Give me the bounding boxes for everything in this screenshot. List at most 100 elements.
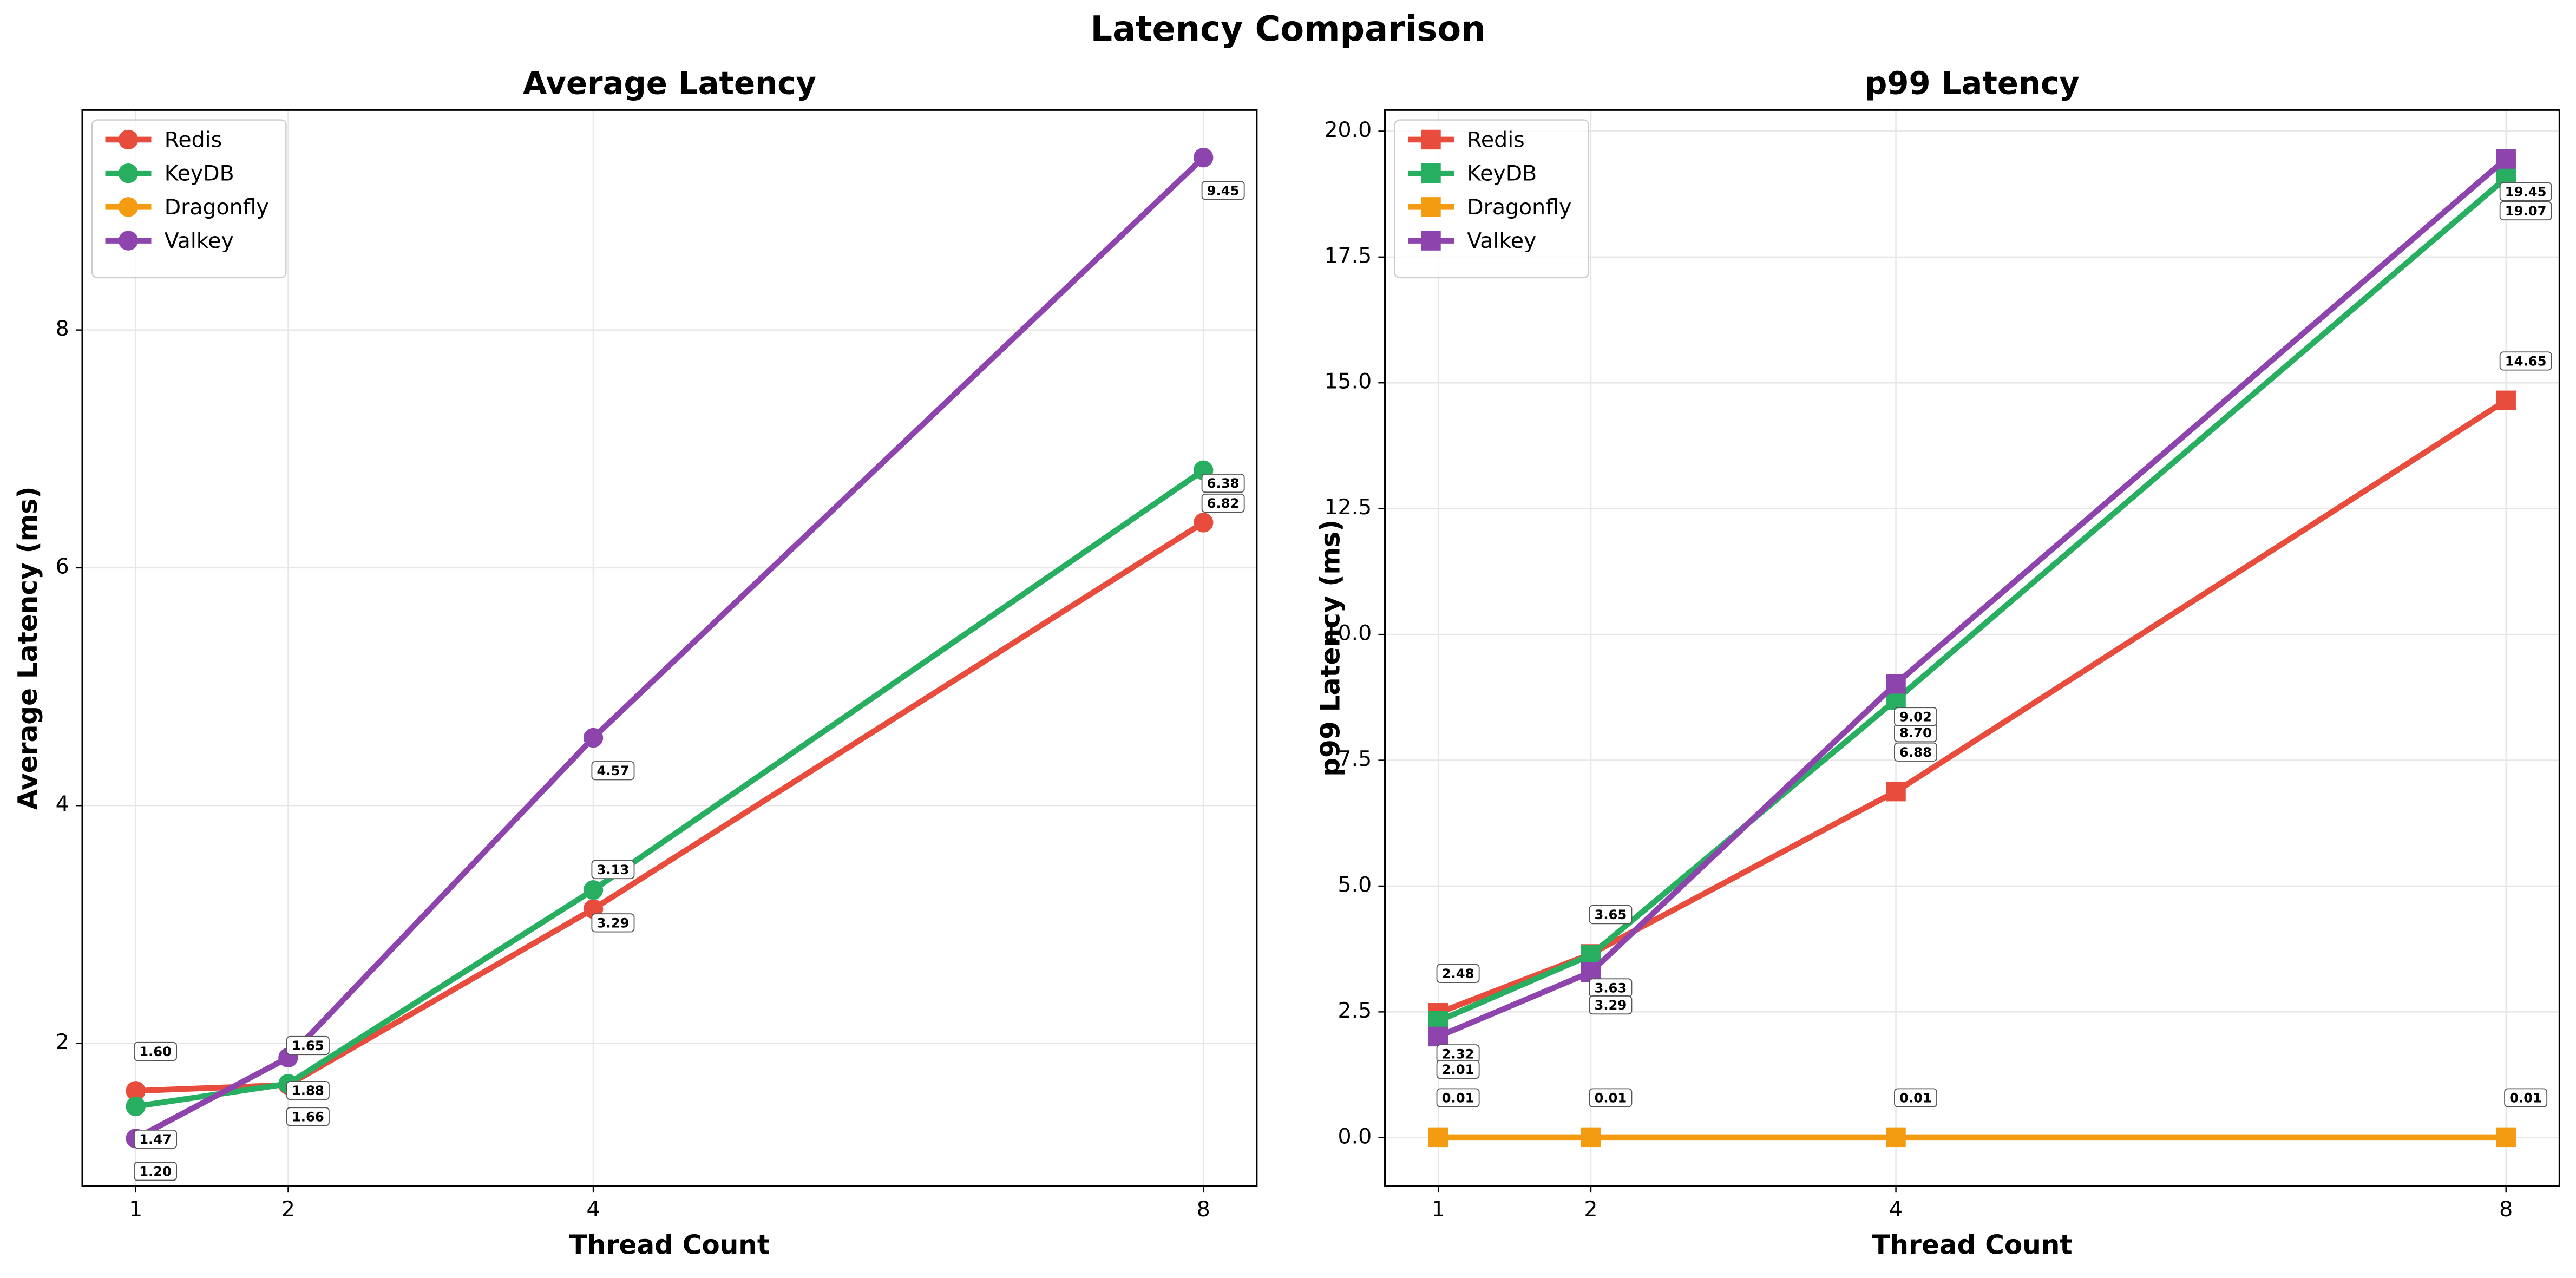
y-tick-label: 4 [56,792,69,817]
value-label: 3.29 [1589,995,1633,1015]
value-label-box [1589,905,1633,925]
marker [1194,513,1214,533]
legend-marker [118,163,139,183]
value-label: 2.48 [1436,964,1480,984]
marker [1428,1127,1448,1148]
value-label-box [1201,474,1245,493]
value-label: 3.63 [1589,978,1633,998]
legend-label: Dragonfly [165,195,269,220]
marker [2496,390,2516,410]
value-label: 1.47 [134,1129,178,1149]
value-label: 9.45 [1201,181,1245,200]
value-label: 0.01 [1436,1088,1480,1107]
value-label-box [286,1035,330,1056]
value-label: 1.60 [134,1041,178,1061]
y-tick-label: 8 [56,316,69,341]
value-label-box [134,1129,178,1149]
value-label-box [2499,201,2552,221]
value-label-text: 4.57 [597,763,630,778]
value-label-box [2504,1088,2548,1107]
value-label-box [1589,1088,1633,1107]
marker [1581,945,1601,965]
y-tick-label: 0.0 [1338,1124,1372,1149]
x-tick-label: 4 [586,1197,600,1222]
y-tick-label: 10.0 [1324,621,1372,646]
legend-label: Dragonfly [1467,195,1571,220]
value-label-box [1436,1088,1480,1107]
legend-marker [1421,197,1441,217]
value-label-box [1436,964,1480,984]
y-tick-label: 7.5 [1338,746,1372,771]
value-label: 6.88 [1894,742,1937,762]
value-label-box [2499,182,2552,201]
marker [1194,147,1214,168]
value-label: 1.20 [134,1162,178,1181]
x-tick-label: 2 [1584,1197,1597,1222]
y-tick-label: 15.0 [1324,369,1372,394]
value-label-text: 9.02 [1899,709,1932,724]
value-label-text: 1.47 [139,1131,172,1147]
legend-label: Redis [165,127,222,152]
chart-title: p99 Latency [1865,64,2080,101]
value-label-text: 9.45 [1207,182,1240,198]
x-tick-label: 8 [1197,1197,1210,1222]
chart-title: Average Latency [523,64,816,101]
value-label-box [2499,351,2552,371]
marker [126,1096,146,1117]
value-label-text: 0.01 [1899,1090,1932,1106]
y-tick-label: 20.0 [1324,117,1372,142]
legend-label: KeyDB [1467,161,1537,186]
value-label-box [1201,181,1245,200]
value-label-text: 1.65 [292,1038,324,1053]
y-tick-label: 17.5 [1324,243,1372,268]
value-label-box [1201,493,1245,513]
marker [1886,1127,1906,1148]
value-label-text: 19.07 [2505,203,2547,219]
y-axis-label: p99 Latency (ms) [1315,520,1346,777]
marker [1886,673,1906,694]
value-label-text: 3.13 [597,862,630,877]
marker [2496,149,2516,169]
value-label-box [1894,1088,1937,1107]
value-label: 1.66 [286,1107,330,1126]
marker [583,880,604,900]
value-label-text: 0.01 [2509,1090,2542,1106]
value-label: 9.02 [1894,707,1937,726]
plot-frame [1384,109,2560,1187]
value-label-text: 3.63 [1594,980,1627,996]
value-label-box [286,1080,330,1100]
value-label: 19.45 [2499,182,2552,201]
value-label: 3.65 [1589,905,1633,925]
value-label-box [286,1107,330,1126]
legend-marker [1421,231,1441,251]
value-label-box [1894,742,1937,762]
value-label-text: 2.01 [1442,1061,1474,1077]
value-label-box [1589,995,1633,1015]
figure-title: Latency Comparison [1090,9,1485,49]
legend-marker [118,129,139,150]
marker [1428,1026,1448,1047]
marker [1581,1127,1601,1148]
legend-marker [118,197,139,217]
value-label-text: 2.32 [1442,1046,1474,1061]
value-label: 8.70 [1894,723,1937,743]
x-tick-label: 2 [281,1197,295,1222]
y-tick-label: 5.0 [1338,872,1372,897]
value-label-text: 1.60 [139,1044,172,1059]
value-label: 6.82 [1201,493,1245,513]
value-label-text: 3.29 [1594,997,1627,1013]
value-label-text: 1.88 [292,1083,324,1098]
legend-marker [1421,129,1441,150]
series-line [135,520,1205,1094]
value-label: 0.01 [1894,1088,1937,1107]
value-label: 6.38 [1201,474,1245,493]
value-label-box [591,860,635,880]
value-label-text: 6.88 [1899,744,1932,760]
value-label-text: 19.45 [2505,184,2547,200]
legend-label: Valkey [165,228,234,253]
marker [126,1081,146,1101]
value-label-text: 3.65 [1594,907,1627,922]
value-label-box [591,761,635,781]
x-tick-label: 8 [2499,1197,2513,1222]
